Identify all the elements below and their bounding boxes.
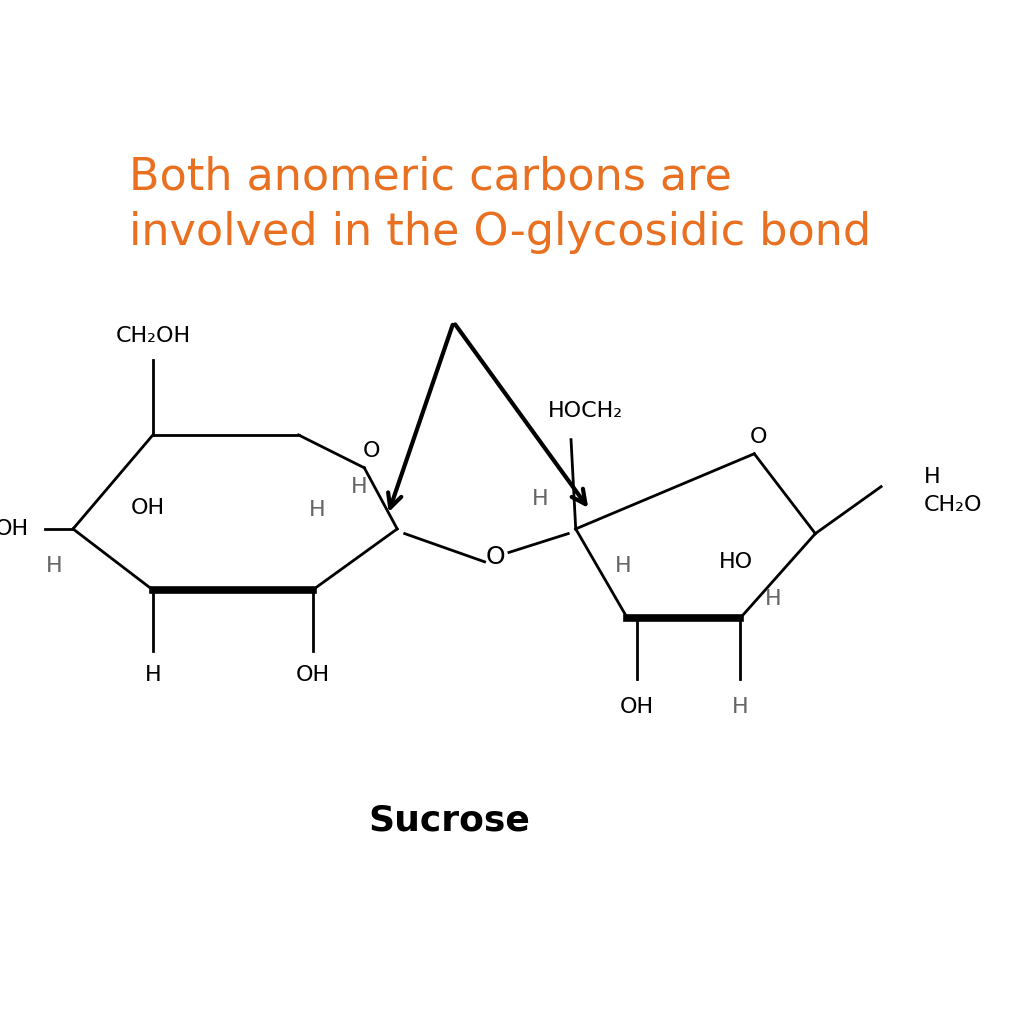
Text: CH₂OH: CH₂OH: [116, 327, 190, 346]
Text: HO: HO: [719, 552, 753, 571]
Text: O: O: [364, 441, 381, 461]
Text: H: H: [351, 476, 368, 497]
Text: H: H: [614, 556, 631, 577]
Text: H: H: [531, 488, 548, 509]
Text: Both anomeric carbons are: Both anomeric carbons are: [129, 155, 732, 198]
Text: H: H: [924, 467, 940, 487]
Text: Sucrose: Sucrose: [368, 803, 529, 838]
Text: O: O: [486, 545, 506, 569]
Text: H: H: [732, 697, 749, 718]
Text: H: H: [309, 500, 326, 520]
Text: H: H: [46, 556, 62, 577]
Text: involved in the O-glycosidic bond: involved in the O-glycosidic bond: [129, 211, 871, 254]
Text: H: H: [144, 665, 161, 685]
Text: OH: OH: [131, 499, 165, 518]
Text: H: H: [765, 590, 781, 609]
Text: OH: OH: [296, 665, 330, 685]
Text: OH: OH: [620, 697, 654, 718]
Text: CH₂O: CH₂O: [924, 496, 982, 515]
Text: OH: OH: [0, 519, 29, 539]
Text: HOCH₂: HOCH₂: [548, 401, 623, 422]
Text: O: O: [751, 427, 768, 446]
